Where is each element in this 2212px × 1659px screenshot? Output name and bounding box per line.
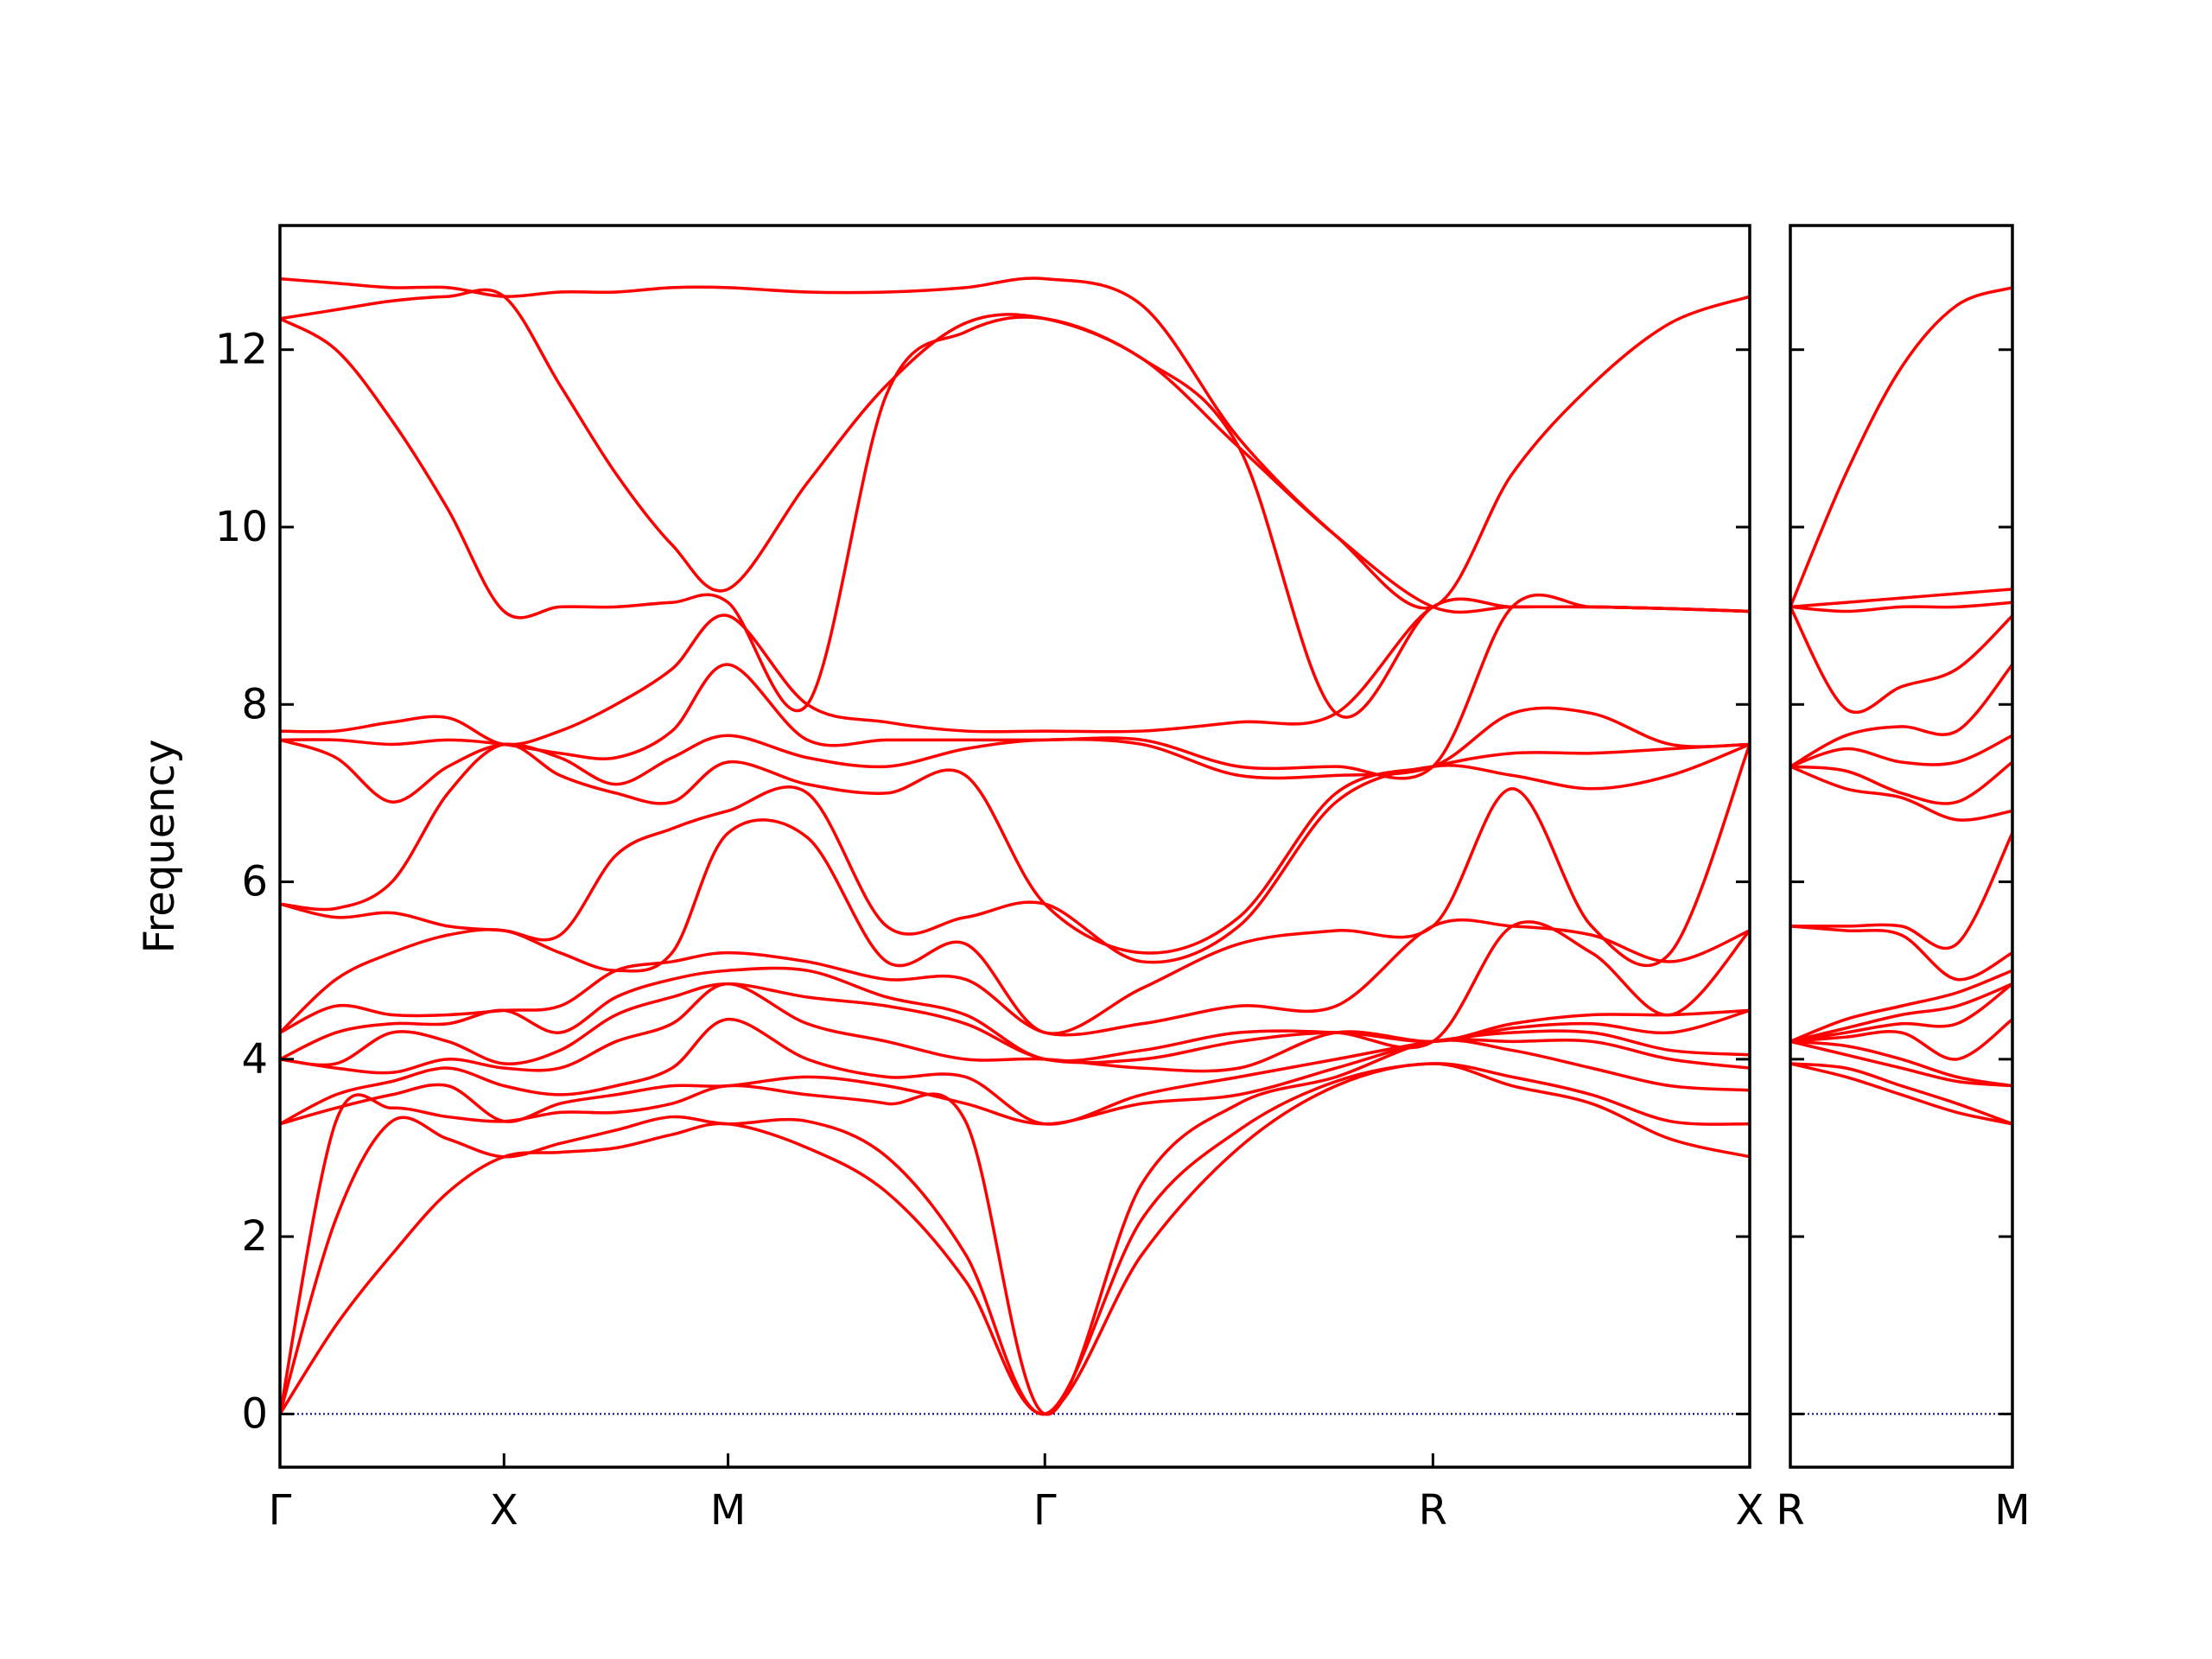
x-tick-label: R bbox=[1419, 1486, 1447, 1535]
y-axis-label: Frequency bbox=[136, 740, 184, 954]
x-tick-label: Γ bbox=[269, 1486, 292, 1535]
band-line bbox=[1790, 760, 2012, 805]
band-line bbox=[280, 315, 1750, 719]
y-tick-label: 6 bbox=[241, 858, 268, 906]
band-line bbox=[280, 1017, 1750, 1126]
y-tick-label: 0 bbox=[241, 1389, 268, 1438]
band-line bbox=[1790, 588, 2012, 609]
y-tick-label: 12 bbox=[215, 326, 268, 374]
band-line bbox=[1790, 286, 2012, 608]
band-line bbox=[280, 982, 1750, 1067]
x-tick-label: X bbox=[490, 1486, 518, 1535]
band-line bbox=[1790, 663, 2012, 768]
x-tick-label: M bbox=[1994, 1486, 2030, 1535]
x-tick-label: M bbox=[710, 1486, 746, 1535]
band-line bbox=[280, 742, 1750, 964]
band-line bbox=[1790, 1062, 2012, 1126]
band-line bbox=[1790, 765, 2012, 822]
x-tick-label: R bbox=[1776, 1486, 1804, 1535]
band-line bbox=[1790, 969, 2012, 1043]
y-tick-label: 10 bbox=[215, 503, 268, 551]
band-line bbox=[280, 706, 1750, 804]
band-line bbox=[1790, 1062, 2012, 1126]
band-line bbox=[280, 1062, 1750, 1416]
band-line bbox=[1790, 925, 2012, 982]
plot-frame bbox=[1789, 224, 2014, 1469]
band-line bbox=[280, 597, 1750, 747]
band-line bbox=[280, 276, 1750, 610]
band-line bbox=[280, 1039, 1750, 1416]
band-line bbox=[280, 1062, 1750, 1416]
y-tick-label: 2 bbox=[241, 1212, 268, 1261]
band-line bbox=[1790, 601, 2012, 613]
band-line bbox=[1790, 982, 2012, 1044]
plot-frame bbox=[278, 224, 1751, 1469]
band-line bbox=[1790, 1039, 2012, 1088]
band-line bbox=[1790, 832, 2012, 950]
band-line bbox=[280, 742, 1750, 955]
y-tick-label: 8 bbox=[241, 680, 268, 728]
band-line bbox=[280, 918, 1750, 1037]
band-line bbox=[1790, 606, 2012, 715]
x-tick-label: Γ bbox=[1033, 1486, 1057, 1535]
band-line bbox=[280, 982, 1750, 1075]
band-line bbox=[1790, 1018, 2012, 1061]
y-tick-label: 4 bbox=[241, 1035, 268, 1084]
band-line bbox=[1790, 734, 2012, 768]
band-line bbox=[1790, 1039, 2012, 1088]
band-line bbox=[1790, 982, 2012, 1044]
x-tick-label: X bbox=[1736, 1486, 1764, 1535]
band-line bbox=[280, 1038, 1750, 1126]
band-line bbox=[280, 593, 1750, 780]
band-line bbox=[280, 743, 1750, 1035]
